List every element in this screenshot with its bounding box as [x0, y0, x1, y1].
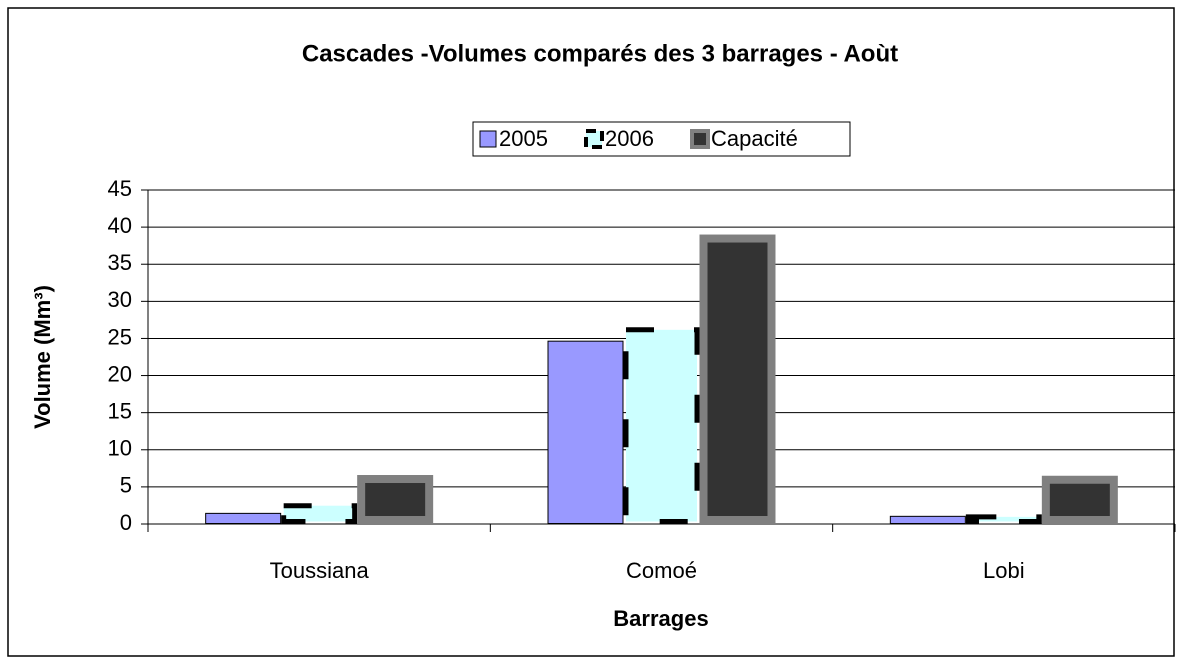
- bar: [623, 327, 700, 524]
- x-axis-label: Barrages: [613, 606, 708, 631]
- x-tick-label: Lobi: [983, 558, 1025, 583]
- y-tick-label: 5: [120, 473, 132, 498]
- y-tick-label: 25: [108, 324, 132, 349]
- x-tick-label: Toussiana: [270, 558, 370, 583]
- bar: [205, 512, 282, 524]
- y-tick-label: 15: [108, 398, 132, 423]
- bar: [547, 340, 624, 524]
- legend-swatch: [479, 130, 497, 148]
- legend-swatch: [584, 129, 604, 149]
- bar: [889, 515, 966, 525]
- bar: [699, 234, 776, 525]
- y-tick-label: 30: [108, 287, 132, 312]
- legend-label: Capacité: [711, 126, 798, 151]
- legend-label: 2006: [605, 126, 654, 151]
- bar: [357, 475, 434, 525]
- legend-box: [472, 121, 851, 157]
- y-tick-label: 0: [120, 510, 132, 535]
- y-axis-label: Volume (Mm³): [30, 285, 55, 429]
- bar: [965, 514, 1042, 525]
- y-tick-label: 35: [108, 250, 132, 275]
- y-tick-label: 10: [108, 436, 132, 461]
- y-tick-label: 45: [108, 176, 132, 201]
- y-tick-label: 40: [108, 213, 132, 238]
- x-tick-label: Comoé: [626, 558, 697, 583]
- bar: [1041, 475, 1118, 524]
- bar: [281, 503, 358, 524]
- chart-border: [7, 7, 1175, 657]
- y-tick-label: 20: [108, 361, 132, 386]
- chart-title: Cascades -Volumes comparés des 3 barrage…: [302, 40, 898, 67]
- legend-swatch: [690, 129, 710, 149]
- legend-label: 2005: [499, 126, 548, 151]
